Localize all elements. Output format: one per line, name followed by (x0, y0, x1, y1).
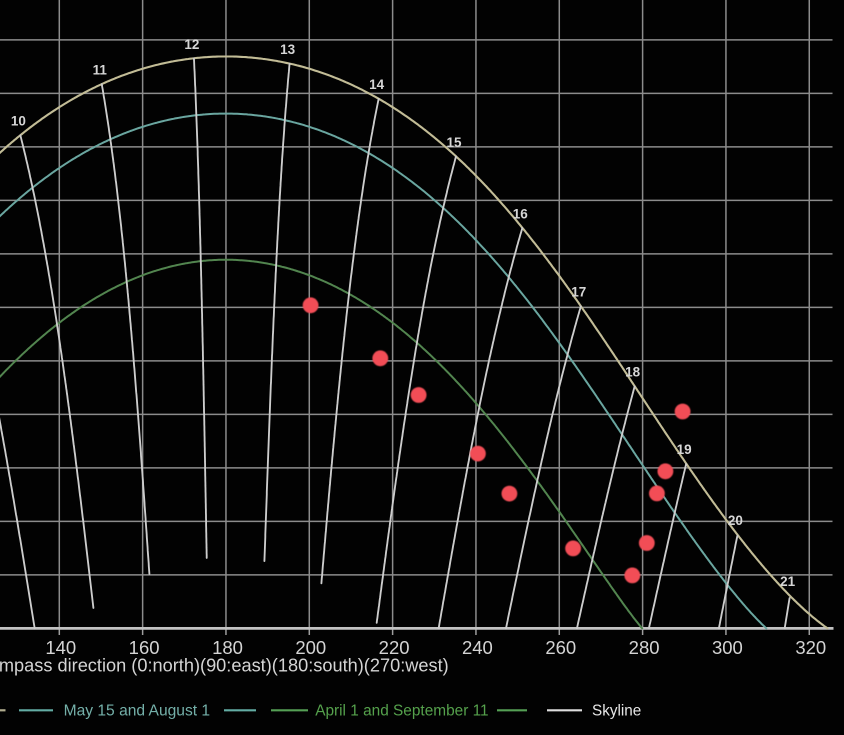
svg-text:19: 19 (677, 442, 692, 457)
svg-text:Compass direction (0:north)(90: Compass direction (0:north)(90:east)(180… (0, 656, 449, 676)
svg-text:280: 280 (629, 637, 660, 658)
svg-text:320: 320 (795, 637, 826, 658)
svg-text:260: 260 (545, 637, 576, 658)
svg-text:160: 160 (129, 637, 160, 658)
svg-text:20: 20 (728, 513, 743, 528)
svg-text:11: 11 (93, 63, 108, 78)
svg-text:April 1 and September 11: April 1 and September 11 (315, 702, 488, 719)
svg-text:15: 15 (446, 135, 462, 150)
svg-text:300: 300 (712, 637, 743, 658)
svg-text:220: 220 (379, 637, 410, 658)
svg-text:17: 17 (571, 285, 586, 300)
svg-text:10: 10 (11, 114, 26, 129)
svg-text:240: 240 (462, 637, 493, 658)
svg-text:May 15 and August 1: May 15 and August 1 (64, 702, 211, 719)
svg-text:180: 180 (212, 637, 243, 658)
svg-text:12: 12 (184, 37, 199, 52)
svg-text:21: 21 (780, 574, 796, 589)
svg-text:200: 200 (295, 637, 326, 658)
svg-text:18: 18 (625, 365, 641, 380)
svg-text:Skyline: Skyline (592, 702, 641, 719)
svg-text:13: 13 (280, 42, 296, 57)
svg-text:14: 14 (369, 77, 385, 92)
svg-text:16: 16 (513, 206, 529, 221)
svg-text:140: 140 (45, 637, 76, 658)
